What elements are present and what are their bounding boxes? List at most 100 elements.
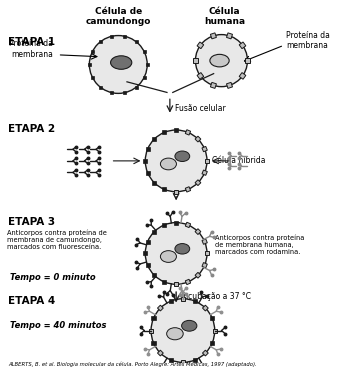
Polygon shape bbox=[202, 305, 208, 311]
Polygon shape bbox=[146, 63, 149, 66]
Circle shape bbox=[89, 36, 147, 93]
Polygon shape bbox=[185, 222, 191, 228]
Text: Fusão celular: Fusão celular bbox=[175, 104, 225, 113]
Polygon shape bbox=[195, 180, 201, 186]
Polygon shape bbox=[143, 76, 146, 78]
Polygon shape bbox=[91, 51, 94, 54]
Polygon shape bbox=[210, 341, 214, 345]
Text: Célula híbrida: Célula híbrida bbox=[212, 156, 265, 166]
Polygon shape bbox=[195, 272, 201, 278]
Polygon shape bbox=[123, 91, 126, 94]
Polygon shape bbox=[146, 147, 150, 151]
Polygon shape bbox=[110, 35, 113, 38]
Polygon shape bbox=[146, 263, 150, 267]
Polygon shape bbox=[99, 40, 102, 44]
Polygon shape bbox=[185, 187, 191, 192]
Ellipse shape bbox=[161, 158, 176, 170]
Polygon shape bbox=[210, 316, 214, 320]
Text: Célula de
camundongo: Célula de camundongo bbox=[86, 7, 151, 26]
Text: ETAPA 2: ETAPA 2 bbox=[8, 124, 55, 134]
Text: Célula
humana: Célula humana bbox=[204, 7, 245, 26]
Polygon shape bbox=[152, 181, 156, 185]
Polygon shape bbox=[169, 299, 173, 303]
Polygon shape bbox=[91, 76, 94, 78]
Polygon shape bbox=[239, 73, 246, 79]
Polygon shape bbox=[162, 223, 166, 227]
Text: Anticorpos contra proteína de
membrana de camundongo,
marcados com fluoresceína.: Anticorpos contra proteína de membrana d… bbox=[7, 229, 107, 250]
Polygon shape bbox=[143, 251, 147, 256]
Polygon shape bbox=[152, 230, 156, 234]
Polygon shape bbox=[135, 40, 138, 44]
Polygon shape bbox=[181, 360, 185, 365]
Polygon shape bbox=[162, 130, 166, 134]
Ellipse shape bbox=[111, 56, 132, 69]
Polygon shape bbox=[226, 33, 233, 39]
Polygon shape bbox=[202, 170, 207, 175]
Polygon shape bbox=[202, 350, 208, 356]
Polygon shape bbox=[193, 358, 197, 362]
Polygon shape bbox=[110, 91, 113, 94]
Polygon shape bbox=[181, 297, 185, 301]
Ellipse shape bbox=[210, 54, 229, 67]
Text: Incubação a 37 °C: Incubação a 37 °C bbox=[181, 292, 251, 301]
Text: ETAPA 4: ETAPA 4 bbox=[8, 296, 56, 306]
Polygon shape bbox=[239, 42, 246, 49]
Text: ALBERTS, B. et al. Biologia molecular da célula. Porto Alegre: Artes Médicas, 19: ALBERTS, B. et al. Biologia molecular da… bbox=[8, 362, 257, 367]
Polygon shape bbox=[143, 159, 147, 163]
Polygon shape bbox=[152, 273, 156, 277]
Polygon shape bbox=[213, 328, 217, 333]
Text: Tempo = 0 minuto: Tempo = 0 minuto bbox=[10, 273, 96, 282]
Polygon shape bbox=[193, 299, 197, 303]
Polygon shape bbox=[193, 58, 198, 63]
Polygon shape bbox=[202, 147, 207, 152]
Ellipse shape bbox=[161, 251, 176, 262]
Text: Anticorpos contra proteína
de membrana humana,
marcados com rodamina.: Anticorpos contra proteína de membrana h… bbox=[215, 234, 304, 255]
Circle shape bbox=[145, 130, 207, 192]
Polygon shape bbox=[202, 239, 207, 244]
Polygon shape bbox=[151, 316, 155, 320]
Text: Proteína da
membrana: Proteína da membrana bbox=[9, 39, 53, 59]
Polygon shape bbox=[210, 82, 216, 89]
Polygon shape bbox=[146, 171, 150, 175]
Polygon shape bbox=[174, 282, 178, 286]
Ellipse shape bbox=[167, 328, 183, 340]
Polygon shape bbox=[143, 51, 146, 54]
Polygon shape bbox=[99, 86, 102, 89]
Ellipse shape bbox=[182, 320, 197, 331]
Polygon shape bbox=[205, 159, 209, 163]
Polygon shape bbox=[152, 137, 156, 141]
Polygon shape bbox=[197, 73, 204, 79]
Polygon shape bbox=[88, 63, 91, 66]
Polygon shape bbox=[135, 86, 138, 89]
Polygon shape bbox=[162, 280, 166, 284]
Polygon shape bbox=[158, 305, 163, 311]
Polygon shape bbox=[151, 341, 155, 345]
Polygon shape bbox=[195, 229, 201, 234]
Polygon shape bbox=[205, 251, 209, 256]
Polygon shape bbox=[202, 263, 207, 268]
Ellipse shape bbox=[175, 244, 190, 254]
Text: Proteína da
membrana: Proteína da membrana bbox=[286, 31, 330, 50]
Polygon shape bbox=[123, 35, 126, 38]
Polygon shape bbox=[174, 128, 178, 132]
Polygon shape bbox=[210, 33, 216, 39]
Polygon shape bbox=[174, 221, 178, 225]
Polygon shape bbox=[226, 82, 233, 89]
Ellipse shape bbox=[175, 151, 190, 161]
Polygon shape bbox=[245, 58, 250, 63]
Circle shape bbox=[151, 299, 215, 362]
Circle shape bbox=[145, 222, 207, 284]
Circle shape bbox=[195, 35, 247, 87]
Polygon shape bbox=[146, 240, 150, 244]
Text: Tempo = 40 minutos: Tempo = 40 minutos bbox=[10, 321, 107, 330]
Polygon shape bbox=[197, 42, 204, 49]
Polygon shape bbox=[174, 190, 178, 194]
Text: ETAPA 1: ETAPA 1 bbox=[8, 38, 55, 48]
Polygon shape bbox=[195, 136, 201, 142]
Text: ETAPA 3: ETAPA 3 bbox=[8, 217, 55, 227]
Polygon shape bbox=[185, 279, 191, 285]
Polygon shape bbox=[149, 328, 153, 333]
Polygon shape bbox=[169, 358, 173, 362]
Polygon shape bbox=[158, 350, 163, 356]
Polygon shape bbox=[185, 130, 191, 135]
